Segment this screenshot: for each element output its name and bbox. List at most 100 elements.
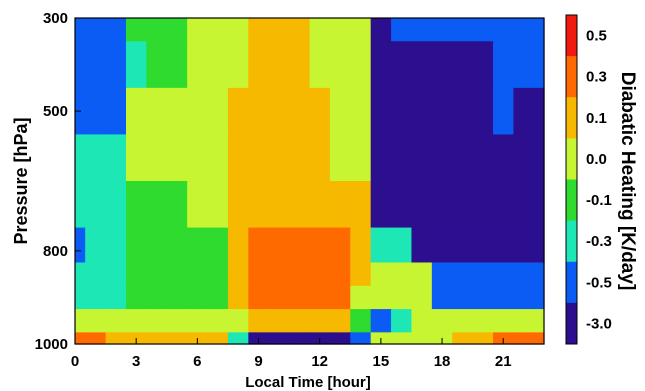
heatmap-cell [472, 285, 494, 310]
heatmap-cell [411, 41, 433, 89]
heatmap-cell [533, 87, 545, 136]
heatmap-cell [207, 285, 229, 310]
heatmap-cell [370, 181, 392, 229]
heatmap-cell [452, 41, 474, 89]
heatmap-cell [472, 227, 494, 264]
heatmap-cell [166, 134, 188, 182]
heatmap-cell [187, 227, 209, 264]
heatmap-cell [146, 227, 168, 264]
x-tick-label: 21 [495, 353, 512, 370]
heatmap-cell [85, 332, 107, 345]
colorbar-swatch [566, 138, 577, 180]
heatmap-cell [370, 87, 392, 136]
colorbar-swatch [566, 15, 577, 57]
colorbar-tick-label: -0.3 [586, 233, 612, 250]
heatmap-cell [533, 18, 545, 42]
heatmap-cell [329, 134, 351, 182]
heatmap-cell [248, 18, 270, 42]
heatmap-cell [227, 227, 249, 264]
colorbar-tick-label: -0.5 [586, 274, 612, 291]
heatmap-cell [166, 285, 188, 310]
heatmap-cell [75, 285, 86, 310]
heatmap-cell [513, 332, 535, 345]
heatmap-cell [391, 332, 413, 345]
heatmap-cell [166, 87, 188, 136]
heatmap-cell [513, 18, 535, 42]
heatmap-cell [411, 134, 433, 182]
heatmap-cell [391, 18, 413, 42]
heatmap-cell [248, 262, 270, 287]
heatmap-cell [533, 227, 545, 264]
heatmap-cell [493, 18, 515, 42]
heatmap-cell [370, 285, 392, 310]
heatmap-cell [411, 181, 433, 229]
heatmap-cell [493, 134, 515, 182]
heatmap-cell [166, 41, 188, 89]
heatmap-cell [268, 227, 290, 264]
heatmap-cell [513, 87, 535, 136]
heatmap-cell [207, 87, 229, 136]
colorbar-swatch [566, 179, 577, 222]
heatmap-cell [452, 134, 474, 182]
heatmap-cell [350, 309, 372, 333]
heatmap-cell [411, 262, 433, 287]
heatmap-cell [207, 262, 229, 287]
heatmap-cell [513, 285, 535, 310]
heatmap-cell [105, 332, 127, 345]
heatmap-cell [187, 181, 209, 229]
heatmap-cell [391, 285, 413, 310]
heatmap-cell [493, 181, 515, 229]
colorbar-swatch [566, 97, 577, 139]
heatmap-cell [452, 309, 474, 333]
heatmap-cell [493, 309, 515, 333]
heatmap-cell [146, 262, 168, 287]
heatmap-cell [125, 181, 147, 229]
heatmap-cell [329, 285, 351, 310]
heatmap-cell [227, 262, 249, 287]
heatmap-cell [125, 227, 147, 264]
heatmap-cell [187, 41, 209, 89]
heatmap-cell [75, 181, 86, 229]
x-tick-label: 9 [254, 353, 262, 370]
colorbar-label: Diabatic Heating [K/day] [617, 72, 638, 291]
heatmap-cell [227, 285, 249, 310]
heatmap-cell [391, 227, 413, 264]
heatmap-cell [289, 309, 311, 333]
heatmap-cell [431, 87, 453, 136]
heatmap-cell [248, 285, 270, 310]
x-tick-label: 3 [132, 353, 140, 370]
heatmap-cell [146, 41, 168, 89]
heatmap-cell [350, 262, 372, 287]
heatmap-cell [207, 309, 229, 333]
heatmap-cell [227, 134, 249, 182]
heatmap-cell [493, 285, 515, 310]
heatmap-cell [513, 181, 535, 229]
heatmap-cell [391, 134, 413, 182]
heatmap-cell [370, 309, 392, 333]
heatmap-cell [411, 18, 433, 42]
colorbar-tick-label: 0.0 [586, 151, 607, 168]
heatmap-cell [309, 262, 331, 287]
heatmap-cell [533, 181, 545, 229]
heatmap-cell [146, 181, 168, 229]
heatmap-cell [431, 285, 453, 310]
heatmap-cell [431, 181, 453, 229]
heatmap-cell [227, 309, 249, 333]
colorbar-tick-label: 0.3 [586, 69, 607, 86]
heatmap-cell [289, 181, 311, 229]
heatmap-cell [268, 309, 290, 333]
colorbar-swatch [566, 56, 577, 98]
heatmap-cell [452, 332, 474, 345]
heatmap-cell [187, 18, 209, 42]
heatmap-cell [248, 134, 270, 182]
heatmap-cell [227, 332, 249, 345]
heatmap-cell [472, 181, 494, 229]
heatmap-cell [391, 87, 413, 136]
heatmap-cell [309, 285, 331, 310]
heatmap-cell [125, 134, 147, 182]
heatmap-cell [472, 332, 494, 345]
heatmap-cell [391, 262, 413, 287]
heatmap-cell [493, 41, 515, 89]
heatmap-cell [411, 332, 433, 345]
heatmap-cell [513, 309, 535, 333]
